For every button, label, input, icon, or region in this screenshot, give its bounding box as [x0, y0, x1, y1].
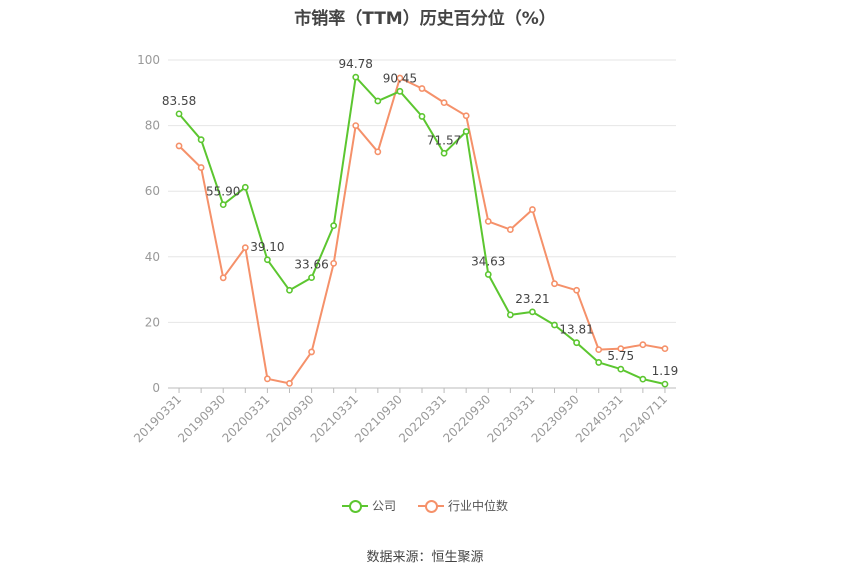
- source-note: 数据来源：恒生聚源: [366, 550, 484, 565]
- data-point: [573, 339, 581, 347]
- data-point: [352, 122, 360, 129]
- data-label: 83.58: [162, 94, 196, 108]
- data-point: [573, 286, 581, 294]
- data-point: [551, 280, 558, 288]
- data-point: [330, 259, 338, 267]
- legend-item-company[interactable]: 公司: [341, 497, 396, 514]
- data-point: [175, 110, 183, 118]
- data-point: [286, 286, 293, 294]
- data-point: [617, 365, 625, 373]
- y-tick-label-100: 100: [137, 53, 160, 67]
- data-point: [263, 256, 271, 264]
- legend-item-industry-median[interactable]: 行业中位数: [418, 497, 508, 514]
- data-point: [484, 271, 492, 278]
- data-point: [595, 359, 603, 366]
- legend: 公司 行业中位数: [0, 497, 850, 514]
- series-lines: [175, 73, 669, 388]
- chart-title: 市销率（TTM）历史百分位（%）: [294, 9, 556, 29]
- data-label: 34.63: [471, 254, 505, 268]
- data-point: [506, 311, 514, 319]
- data-point: [396, 87, 404, 95]
- data-label: 1.19: [652, 364, 679, 378]
- data-point: [175, 142, 183, 150]
- data-point: [352, 73, 360, 81]
- data-point: [418, 85, 426, 92]
- data-point: [617, 345, 625, 353]
- data-point: [330, 222, 338, 230]
- legend-label-industry-median: 行业中位数: [448, 499, 509, 513]
- data-point: [197, 136, 205, 144]
- data-point: [374, 97, 382, 105]
- data-label: 39.10: [250, 240, 284, 254]
- data-point: [440, 99, 448, 107]
- data-label: 90.45: [383, 71, 417, 85]
- data-label: 13.81: [559, 323, 593, 337]
- data-point: [286, 380, 293, 387]
- data-point: [595, 346, 603, 354]
- series-line-industry-median: [178, 77, 666, 385]
- y-tick-label-0: 0: [152, 381, 160, 395]
- data-point: [241, 183, 249, 191]
- data-point: [484, 217, 492, 225]
- data-point: [241, 244, 249, 252]
- legend-marker-company: [341, 499, 368, 513]
- data-point: [529, 206, 536, 213]
- data-point: [308, 274, 315, 281]
- data-point: [197, 164, 205, 171]
- legend-marker-industry-median: [418, 499, 444, 513]
- data-point: [263, 375, 271, 383]
- data-point: [661, 380, 669, 388]
- series-line-company: [178, 76, 666, 386]
- data-labels: 83.58 55.90 39.10 33.66 94.78 90.45 71.57 34.63…: [162, 57, 678, 378]
- grid-lines: [168, 59, 676, 323]
- data-label: 71.57: [427, 133, 461, 147]
- data-point: [462, 128, 470, 135]
- data-point: [506, 226, 514, 233]
- data-point: [661, 345, 669, 353]
- data-point: [418, 113, 426, 120]
- data-point: [219, 201, 227, 209]
- y-tick-label-40: 40: [145, 250, 160, 264]
- data-point: [639, 375, 647, 383]
- data-label: 33.66: [294, 258, 328, 272]
- x-tick-label-20240711: 20240711: [617, 392, 670, 445]
- data-point: [374, 148, 382, 156]
- data-label: 94.78: [339, 57, 373, 71]
- axes: 0204060801002019033120190930202003312020…: [131, 53, 676, 445]
- data-label: 23.21: [515, 292, 549, 306]
- data-point: [396, 74, 404, 82]
- data-point: [462, 112, 470, 120]
- data-label: 55.90: [206, 185, 240, 199]
- y-tick-label-60: 60: [145, 184, 160, 198]
- data-point: [440, 149, 448, 157]
- data-point: [529, 308, 536, 316]
- data-point: [308, 348, 315, 356]
- data-label: 5.75: [607, 349, 634, 363]
- legend-label-company: 公司: [371, 499, 396, 513]
- data-point: [551, 321, 558, 329]
- y-tick-label-20: 20: [145, 315, 160, 329]
- data-point: [219, 274, 227, 282]
- data-point: [639, 341, 647, 349]
- y-tick-label-80: 80: [145, 119, 160, 133]
